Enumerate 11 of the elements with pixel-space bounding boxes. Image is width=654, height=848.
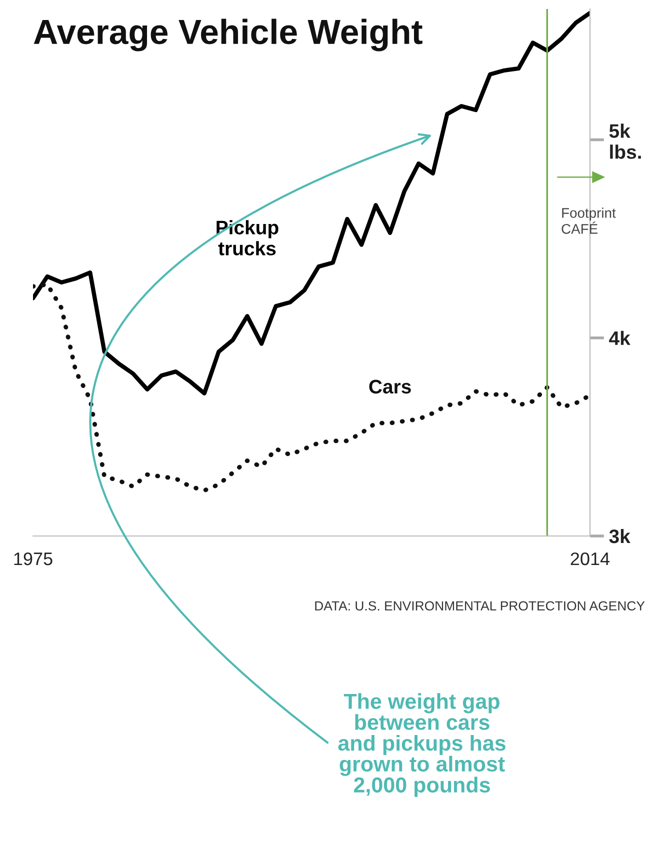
text: DATA: U.S. ENVIRONMENTAL PROTECTION AGENCY	[315, 601, 645, 611]
line-series	[33, 282, 590, 493]
y-tick-label: 5k lbs.	[609, 124, 641, 159]
series-label: Cars	[369, 380, 411, 394]
text: The weight gap between cars and pickups has grown to almost 2,000 pounds	[338, 693, 506, 797]
ref-line-label: Footprint CAFÉ	[562, 208, 616, 234]
chart-title: Average Vehicle Weight	[34, 18, 422, 52]
y-tick-label: 3k	[609, 528, 630, 544]
y-tick-label: 4k	[609, 330, 630, 345]
x-tick-label: 2014	[570, 552, 610, 566]
x-tick-label: 1975	[14, 552, 52, 566]
